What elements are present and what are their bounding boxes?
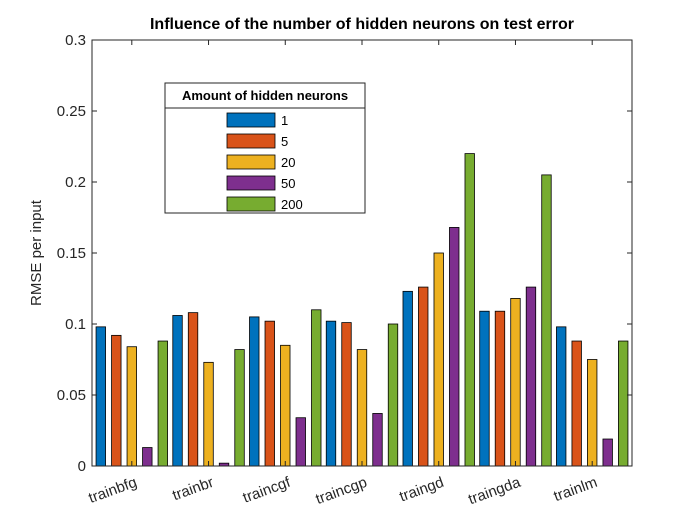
y-tick-label: 0: [78, 458, 86, 475]
bars-layer: [95, 153, 629, 467]
legend-swatch: [226, 196, 276, 212]
bar: [203, 361, 214, 467]
bar: [571, 340, 582, 467]
legend-title: Amount of hidden neurons: [182, 88, 348, 103]
y-axis-label: RMSE per input: [28, 199, 45, 306]
legend-label: 200: [281, 197, 303, 212]
bar: [587, 359, 598, 467]
legend-label: 20: [281, 155, 295, 170]
bar: [280, 344, 291, 467]
bar: [372, 413, 383, 467]
legend-swatch: [226, 175, 276, 191]
legend-swatch: [226, 133, 276, 149]
y-tick-label: 0.3: [65, 32, 86, 49]
y-tick-label: 0.05: [57, 387, 86, 404]
bar: [402, 290, 413, 467]
bar: [618, 340, 629, 467]
bar: [172, 315, 183, 467]
bar: [187, 312, 199, 467]
legend-label: 1: [281, 113, 288, 128]
bar: [556, 326, 567, 467]
bar: [356, 349, 368, 467]
bar: [249, 316, 260, 467]
bar: [418, 286, 429, 467]
y-tick-label: 0.25: [57, 103, 86, 120]
bar: [494, 310, 506, 467]
chart-title: Influence of the number of hidden neuron…: [150, 16, 574, 33]
legend-swatch: [226, 154, 276, 170]
bar: [311, 309, 322, 467]
bar: [464, 153, 475, 467]
bar: [234, 349, 245, 467]
bar: [525, 286, 537, 467]
y-tick-label: 0.15: [57, 245, 86, 262]
bar: [157, 340, 168, 467]
bar: [387, 323, 399, 467]
bar: [142, 447, 153, 467]
bar: [510, 298, 521, 467]
bar: [126, 346, 137, 467]
legend-items: 1 5 20 50 200: [226, 112, 303, 212]
y-tick-label: 0.2: [65, 174, 86, 191]
axes-box: [91, 39, 633, 467]
legend: Amount of hidden neurons 1 5 20 50 200: [164, 82, 366, 214]
y-axis-ticks: 0 0.05 0.1 0.15 0.2 0.25 0.3: [57, 32, 632, 475]
bar: [449, 227, 460, 467]
bar: [95, 326, 106, 467]
bar: [602, 438, 613, 467]
bar: [541, 174, 552, 467]
legend-swatch: [226, 112, 276, 128]
bar: [433, 252, 444, 467]
legend-label: 5: [281, 134, 288, 149]
bar: [341, 322, 352, 467]
bar: [264, 320, 275, 467]
bar: [325, 320, 337, 467]
bar: [111, 334, 122, 467]
y-tick-label: 0.1: [65, 316, 86, 333]
bar: [479, 310, 490, 467]
legend-label: 50: [281, 176, 295, 191]
bar: [295, 417, 306, 467]
